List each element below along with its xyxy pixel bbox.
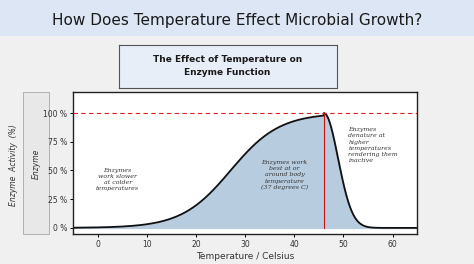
- Text: The Effect of Temperature on
Enzyme Function: The Effect of Temperature on Enzyme Func…: [153, 55, 302, 77]
- Text: Enzyme  Activity  (%): Enzyme Activity (%): [9, 124, 18, 206]
- Text: Enzymes
work slower
at colder
temperatures: Enzymes work slower at colder temperatur…: [96, 168, 139, 191]
- Text: Enzymes
denature at
higher
temperatures
rendering them
inactive: Enzymes denature at higher temperatures …: [348, 127, 398, 163]
- Text: Enzymes work
best at or
around body
temperature
(37 degrees C): Enzymes work best at or around body temp…: [261, 160, 308, 190]
- X-axis label: Temperature / Celsius: Temperature / Celsius: [196, 252, 294, 261]
- Text: How Does Temperature Effect Microbial Growth?: How Does Temperature Effect Microbial Gr…: [52, 13, 422, 27]
- Text: Enzyme: Enzyme: [32, 148, 40, 179]
